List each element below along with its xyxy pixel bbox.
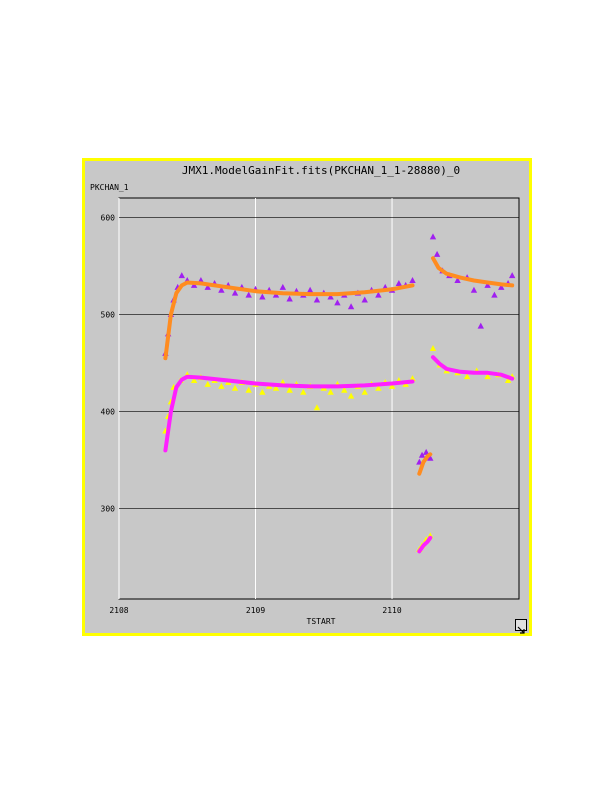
y-tick-label: 600 [101,213,116,222]
data-point [300,388,307,395]
plot-area [118,197,520,600]
data-point [341,386,348,393]
chart: JMX1.ModelGainFit.fits(PKCHAN_1_1-28880)… [90,164,520,626]
data-point [272,384,280,391]
data-point [245,291,252,298]
fit-curve [431,355,515,381]
data-point [178,272,185,279]
x-tick-label: 2108 [109,606,128,615]
resize-handle[interactable] [515,619,527,634]
data-point [231,289,239,296]
data-point [259,293,266,300]
data-point [218,286,225,293]
data-point [427,454,434,461]
data-point [286,386,293,393]
data-point [327,388,334,395]
data-point [361,388,368,395]
data-point [347,392,355,399]
data-point [491,291,498,298]
data-point [245,386,252,393]
x-axis-label: TSTART [307,617,336,626]
data-point [259,388,266,395]
data-point [334,299,341,306]
data-point [306,286,314,293]
chart-title: JMX1.ModelGainFit.fits(PKCHAN_1_1-28880)… [182,164,460,177]
data-point [454,277,461,284]
data-point [470,286,478,293]
data-point [190,377,198,384]
data-point [286,295,293,302]
data-point [409,277,416,284]
data-point [313,296,321,303]
fit-curve [417,535,433,554]
fit-curve [417,452,433,476]
y-tick-label: 400 [101,408,116,417]
data-point [327,293,334,300]
data-point [498,283,505,290]
data-point [477,322,484,329]
data-point [429,344,437,351]
data-point [231,384,239,391]
tick-labels: 2108 2109 2110 300 400 500 600 [101,213,402,615]
data-point [375,291,382,298]
data-point [422,448,430,455]
data-point [313,404,321,411]
grid [118,198,519,599]
plot-window: JMX1.ModelGainFit.fits(PKCHAN_1_1-28880)… [82,158,532,636]
fit-curve [163,280,415,361]
data-point [388,382,396,389]
data-point [204,380,211,387]
data-point [375,384,382,391]
data-point [429,233,437,240]
data-point [409,375,416,382]
x-tick-label: 2109 [246,606,265,615]
data-point [463,373,471,380]
fit-curve [431,256,515,288]
data-point [279,283,287,290]
series-3 [163,355,515,554]
y-axis-label: PKCHAN_1 [90,183,129,192]
data-point [484,281,491,288]
data-point [218,382,225,389]
series-2 [163,256,515,476]
data-point [504,377,512,384]
y-tick-label: 300 [101,505,116,514]
data-point [395,279,403,286]
data-point [433,250,441,257]
data-point [204,283,211,290]
series-group [162,233,516,554]
resize-arrow-icon [517,626,525,634]
data-point [361,296,368,303]
x-tick-label: 2110 [382,606,401,615]
y-tick-label: 500 [101,311,116,320]
fit-curve [163,374,415,453]
data-point [418,451,426,458]
data-point [484,373,491,380]
data-point [347,303,355,310]
data-point [508,272,516,279]
